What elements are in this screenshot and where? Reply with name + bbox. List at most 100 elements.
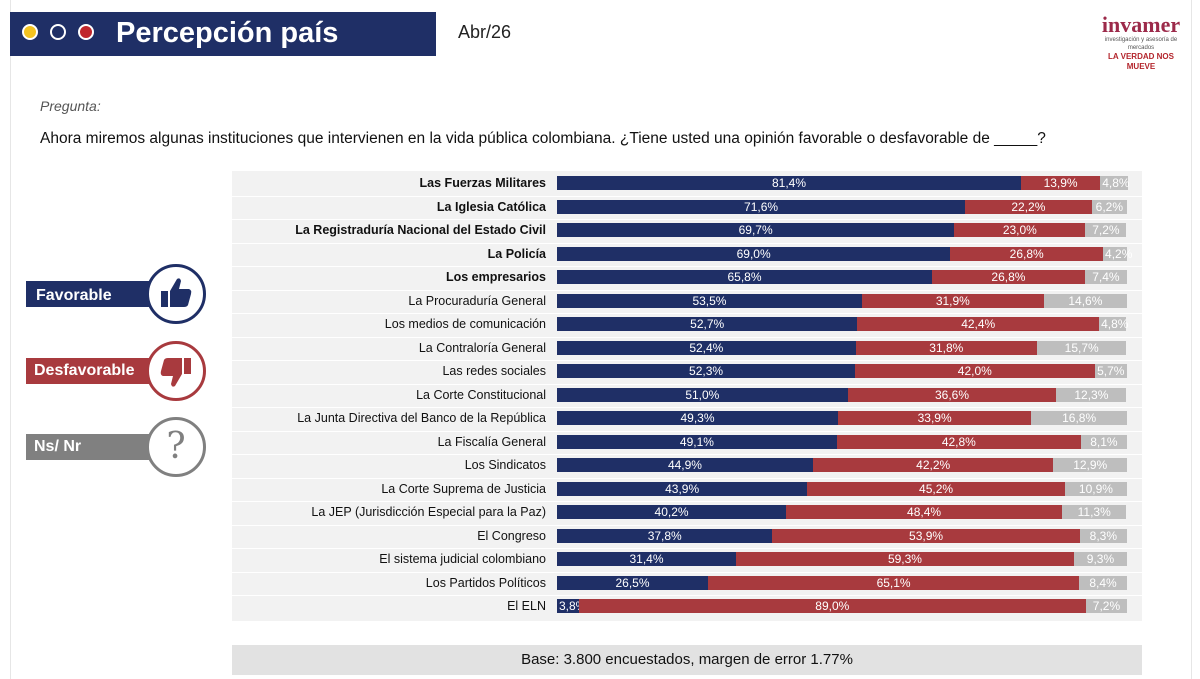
data-label-desfavorable: 45,2% [919, 481, 954, 496]
bar-segment-favorable [557, 317, 858, 331]
footer-note: Base: 3.800 encuestados, margen de error… [232, 645, 1142, 675]
row-separator [232, 571, 1142, 573]
category-label: La Policía [487, 246, 546, 261]
thumbs-down-icon [146, 341, 206, 401]
data-label-nsnr: 8,3% [1089, 528, 1118, 543]
data-label-nsnr: 12,9% [1073, 458, 1108, 472]
data-label-nsnr: 8,4% [1089, 575, 1117, 590]
data-label-favorable: 49,1% [679, 434, 714, 449]
bar-segment-favorable [557, 481, 808, 496]
bar-segment-desfavorable [847, 387, 1057, 402]
bar-segment-nsnr [1056, 387, 1127, 402]
category-label: La Junta Directiva del Banco de la Repúb… [297, 411, 546, 425]
bar-segment-desfavorable [1020, 176, 1101, 190]
bar-segment-favorable [557, 387, 848, 402]
bar-segment-favorable [557, 176, 1021, 190]
bar-segment-desfavorable [772, 528, 1080, 543]
data-label-nsnr: 14,6% [1068, 293, 1103, 308]
data-label-favorable: 53,5% [692, 293, 727, 308]
row-separator [232, 430, 1142, 432]
row-separator [232, 477, 1142, 479]
bar-segment-nsnr [1103, 246, 1127, 261]
category-label: La Fiscalía General [437, 434, 546, 449]
data-label-desfavorable: 89,0% [815, 599, 850, 613]
bar-segment-desfavorable [954, 223, 1086, 237]
data-label-nsnr: 15,7% [1064, 340, 1099, 355]
data-label-favorable: 31,4% [629, 552, 664, 566]
row-separator [232, 595, 1142, 596]
question-mark-icon: ? [146, 417, 206, 477]
bar-segment-desfavorable [578, 599, 1086, 613]
data-label-favorable: 65,8% [727, 270, 762, 284]
logo-tagline: LA VERDAD NOS MUEVE [1108, 52, 1174, 71]
bar-segment-desfavorable [950, 246, 1104, 261]
category-label: Los medios de comunicación [384, 317, 546, 331]
question-text: Ahora miremos algunas instituciones que … [40, 130, 1046, 147]
bar-segment-nsnr [1036, 340, 1127, 355]
category-label: Los Sindicatos [464, 458, 546, 472]
data-label-nsnr: 16,8% [1062, 411, 1097, 425]
bar-segment-nsnr [1079, 528, 1127, 543]
bar-segment-desfavorable [838, 411, 1032, 425]
red-dot-icon [78, 24, 94, 40]
bar-segment-nsnr [1031, 411, 1127, 425]
category-label: Las redes sociales [442, 364, 546, 378]
bar-segment-favorable [557, 364, 856, 378]
bar-segment-nsnr [1091, 199, 1127, 214]
bar-segment-favorable [557, 552, 736, 566]
bar-segment-desfavorable [836, 434, 1081, 449]
legend-desfavorable: Desfavorable [26, 358, 164, 384]
bar-segment-favorable [557, 411, 838, 425]
data-label-favorable: 69,0% [736, 246, 771, 261]
row-separator [232, 219, 1142, 220]
row-separator [232, 360, 1142, 361]
data-label-desfavorable: 65,1% [876, 575, 911, 590]
data-label-desfavorable: 42,2% [916, 458, 951, 472]
category-label: La JEP (Jurisdicción Especial para la Pa… [311, 505, 546, 519]
bar-segment-favorable [557, 458, 813, 472]
data-label-desfavorable: 31,8% [929, 340, 964, 355]
data-label-nsnr: 8,1% [1090, 434, 1118, 449]
bar-segment-nsnr [1080, 434, 1127, 449]
thumbs-up-icon [146, 264, 206, 324]
data-label-desfavorable: 22,2% [1011, 199, 1046, 214]
row-separator [232, 383, 1142, 385]
bar-segment-favorable [557, 599, 579, 613]
bar-segment-desfavorable [786, 505, 1062, 519]
bar-segment-desfavorable [855, 364, 1095, 378]
bar-segment-favorable [557, 223, 955, 237]
category-label: La Procuraduría General [408, 293, 546, 308]
data-label-nsnr: 11,3% [1077, 505, 1111, 519]
data-label-desfavorable: 53,9% [909, 528, 944, 543]
data-label-desfavorable: 26,8% [1009, 246, 1044, 261]
category-label: Los Partidos Políticos [425, 575, 546, 590]
invamer-logo: invamer investigación y asesoría de merc… [1094, 14, 1188, 72]
bar-segment-desfavorable [857, 317, 1100, 331]
bar-segment-desfavorable [735, 552, 1074, 566]
bar-segment-desfavorable [861, 293, 1044, 308]
row-separator [232, 336, 1142, 338]
data-label-desfavorable: 42,4% [961, 317, 996, 331]
data-label-nsnr: 4,8% [1101, 317, 1129, 331]
row-separator [232, 407, 1142, 408]
data-label-nsnr: 7,2% [1092, 599, 1121, 613]
bar-segment-nsnr [1064, 481, 1127, 496]
data-label-nsnr: 4,8% [1102, 176, 1130, 190]
data-label-nsnr: 12,3% [1074, 387, 1109, 402]
yellow-dot-icon [22, 24, 38, 40]
bar-segment-desfavorable [932, 270, 1085, 284]
logo-word: invamer [1101, 12, 1181, 37]
bar-segment-desfavorable [708, 575, 1080, 590]
data-label-desfavorable: 59,3% [887, 552, 922, 566]
question-label: Pregunta: [40, 98, 101, 114]
logo-subtitle: investigación y asesoría de mercados [1104, 37, 1178, 51]
legend-nsnr: Ns/ Nr [26, 434, 164, 460]
bar-segment-favorable [557, 434, 837, 449]
data-label-desfavorable: 48,4% [907, 505, 942, 519]
bar-segment-nsnr [1085, 223, 1127, 237]
bar-segment-nsnr [1073, 552, 1127, 566]
category-label: La Corte Constitucional [416, 387, 546, 402]
data-label-favorable: 51,0% [685, 387, 720, 402]
bar-segment-nsnr [1099, 317, 1127, 331]
data-label-nsnr: 4,2% [1105, 246, 1133, 261]
